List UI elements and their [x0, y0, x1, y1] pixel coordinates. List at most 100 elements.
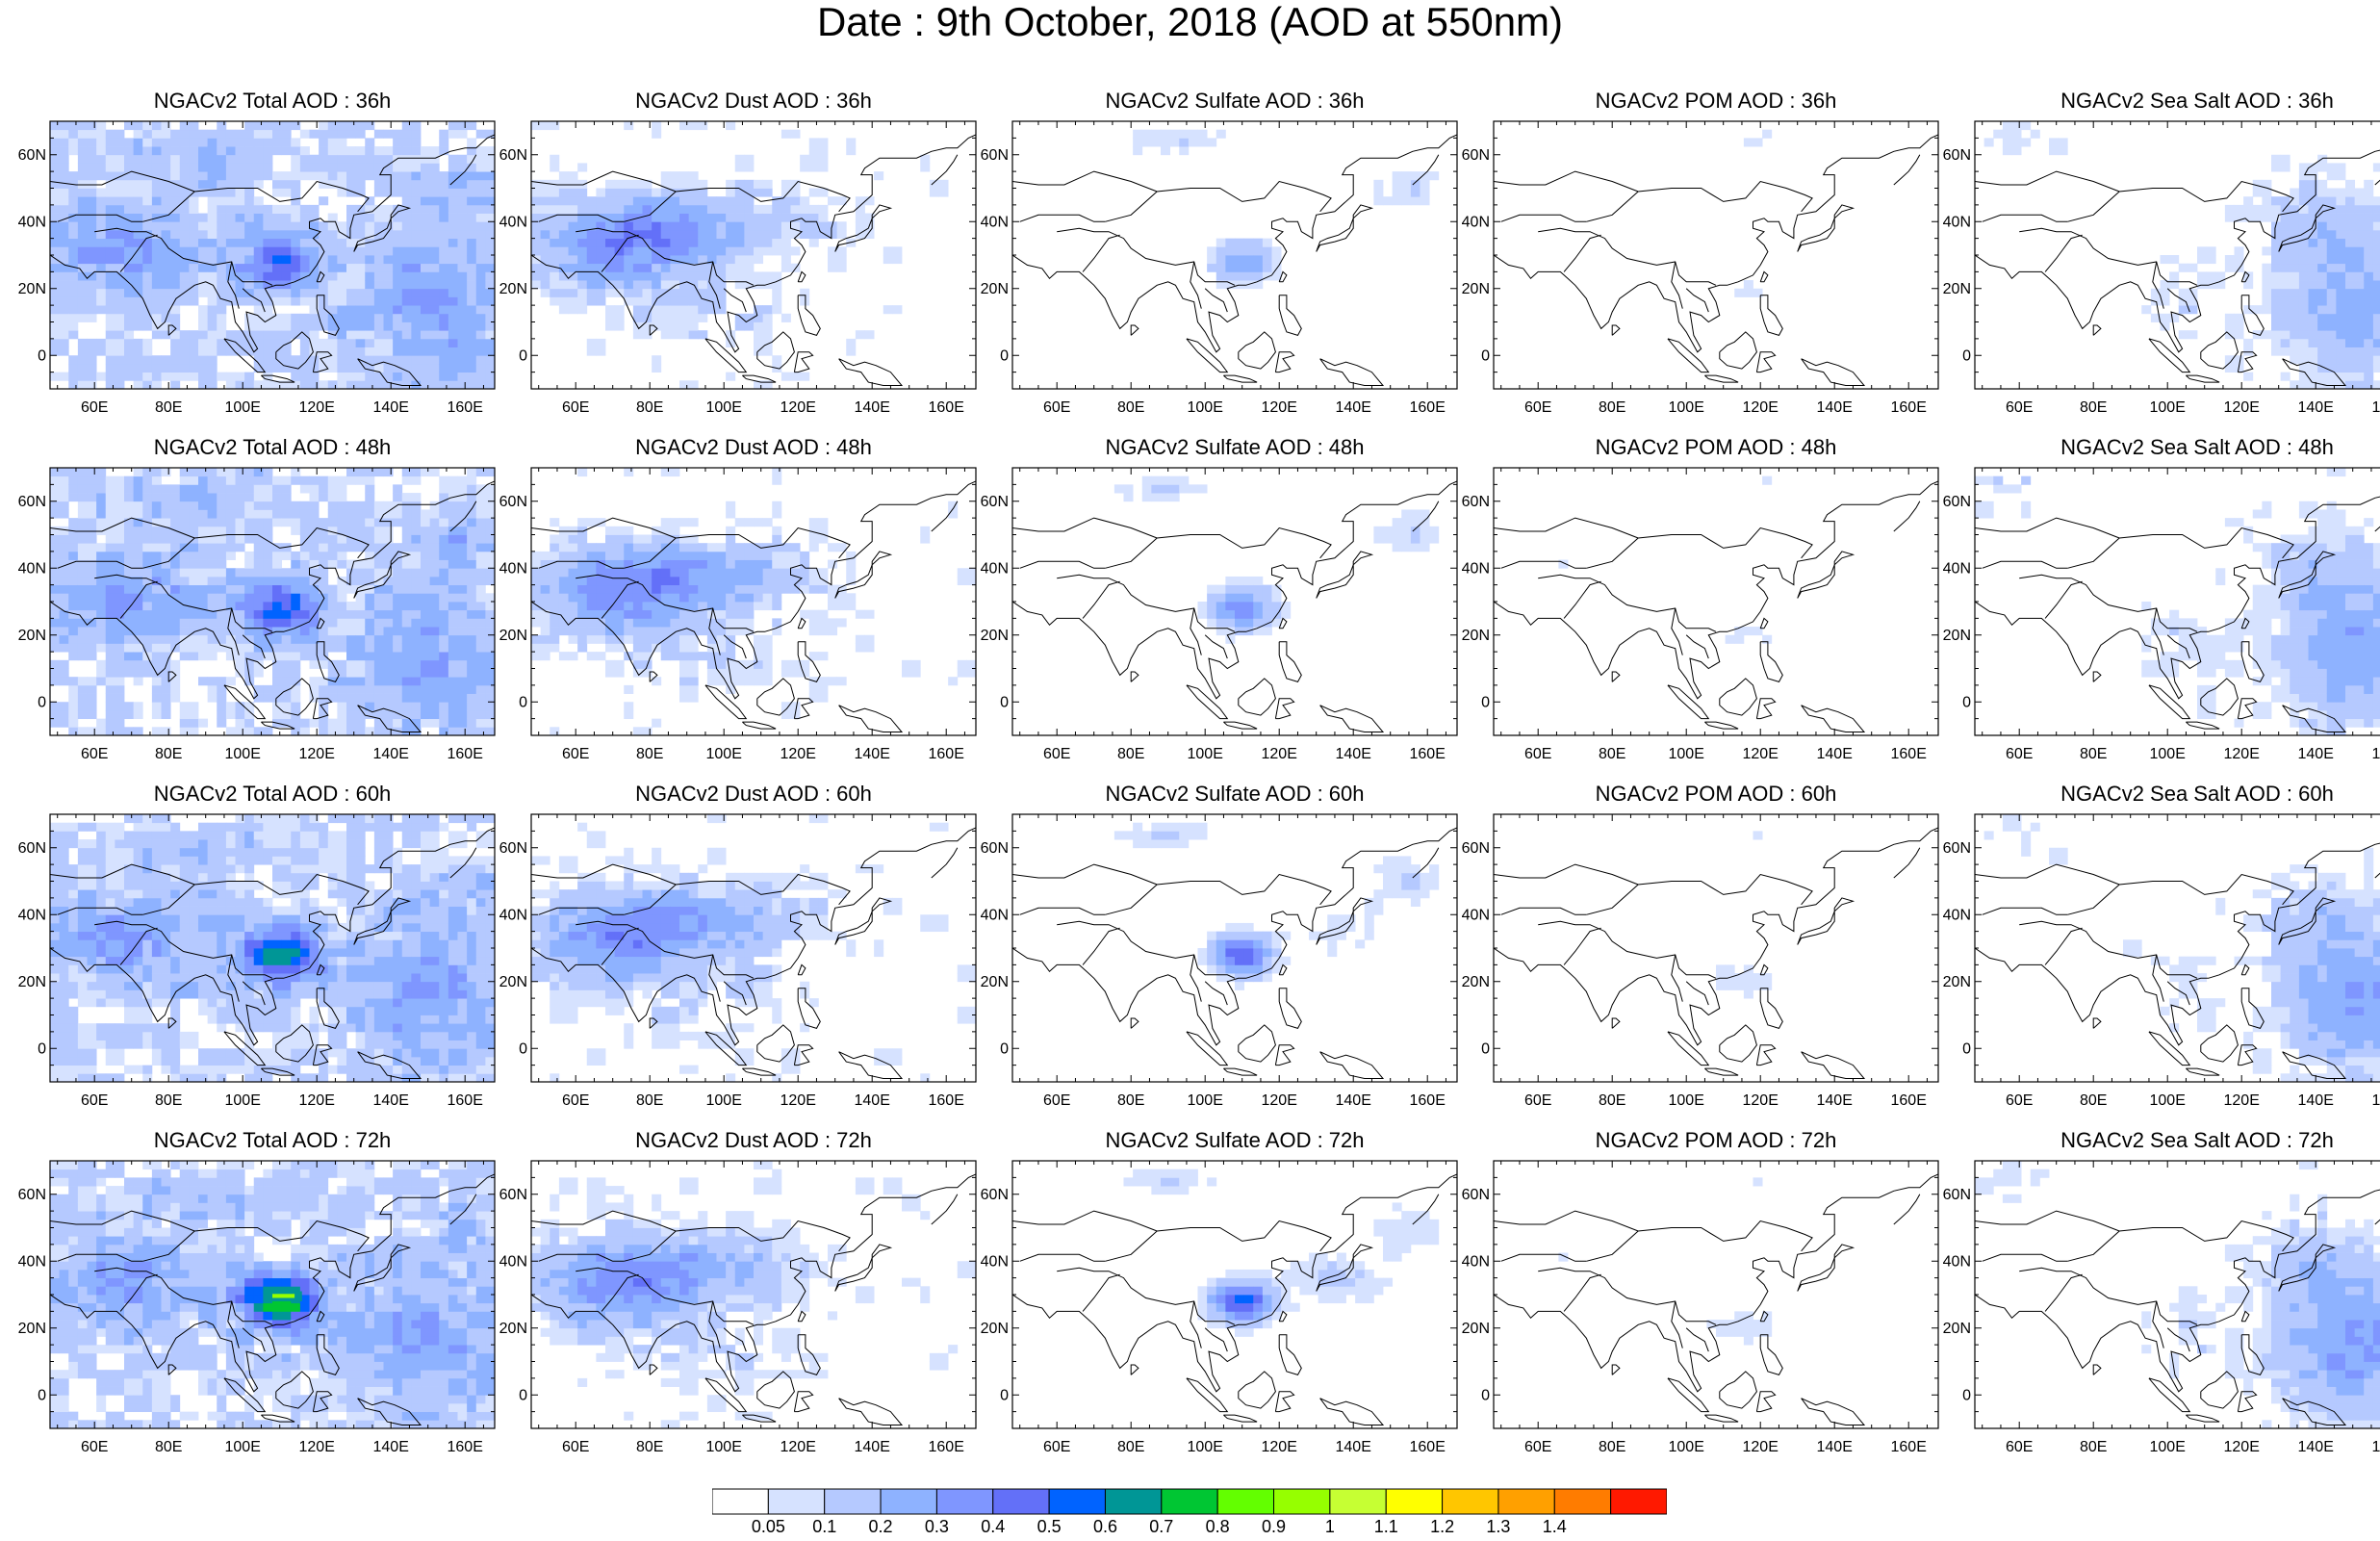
aod-cell [88, 694, 97, 703]
aod-cell [365, 518, 374, 527]
aod-cell [88, 685, 97, 694]
aod-cell [236, 468, 245, 476]
aod-cell [328, 627, 338, 635]
aod-cell [605, 535, 615, 544]
aod-cell [679, 264, 689, 272]
aod-cell [679, 171, 689, 180]
aod-cell [531, 610, 541, 619]
aod-cell [476, 535, 486, 544]
aod-cell [254, 468, 264, 476]
aod-cell [374, 314, 384, 322]
aod-cell [328, 289, 338, 297]
aod-cell [180, 130, 190, 139]
coastline [1317, 205, 1372, 252]
aod-cell [384, 305, 394, 314]
aod-cell [162, 627, 171, 635]
aod-cell [679, 610, 689, 619]
aod-cell [115, 264, 124, 272]
aod-cell [744, 610, 754, 619]
aod-cell [208, 577, 218, 585]
aod-cell [430, 322, 440, 331]
aod-cell [346, 585, 356, 594]
aod-cell [88, 130, 97, 139]
aod-cell [142, 339, 152, 347]
aod-cell [421, 643, 430, 652]
aod-cell [2299, 264, 2309, 272]
aod-cell [670, 214, 679, 222]
aod-cell [78, 205, 88, 214]
aod-cell [282, 239, 292, 247]
aod-cell [856, 221, 865, 230]
aod-cell [569, 255, 578, 264]
aod-cell [374, 339, 384, 347]
aod-cell [458, 702, 468, 710]
aod-cell [254, 146, 264, 155]
aod-cell [809, 239, 819, 247]
aod-cell [300, 155, 310, 164]
aod-cell [846, 347, 856, 356]
aod-cell [476, 484, 486, 493]
aod-cell [2355, 330, 2365, 339]
aod-cell [448, 585, 458, 594]
aod-cell [272, 214, 282, 222]
aod-cell [189, 138, 198, 146]
aod-cell [559, 602, 569, 610]
aod-cell [217, 643, 226, 652]
aod-cell [476, 543, 486, 552]
aod-cell [337, 130, 346, 139]
aod-cell [615, 669, 625, 678]
aod-cell [393, 163, 402, 171]
aod-cell [244, 121, 254, 130]
aod-cell [1253, 264, 1263, 272]
aod-cell [569, 610, 578, 619]
coastline [1720, 332, 1757, 369]
aod-cell [735, 602, 745, 610]
coastline [1894, 155, 1920, 185]
aod-cell [208, 552, 218, 560]
aod-cell [421, 155, 430, 164]
aod-cell [88, 155, 97, 164]
aod-cell [577, 255, 587, 264]
aod-cell [2243, 339, 2253, 347]
aod-cell [282, 509, 292, 518]
aod-cell [78, 593, 88, 602]
aod-cell [421, 146, 430, 155]
aod-cell [421, 593, 430, 602]
aod-cell [50, 660, 60, 669]
aod-cell [485, 364, 495, 372]
aod-cell [411, 610, 421, 619]
aod-cell [652, 543, 661, 552]
aod-cell [754, 577, 763, 585]
aod-cell [356, 468, 366, 476]
aod-cell [236, 138, 245, 146]
aod-cell [60, 543, 69, 552]
aod-cell [328, 610, 338, 619]
aod-cell [402, 289, 412, 297]
aod-cell [2271, 330, 2281, 339]
aod-cell [134, 121, 143, 130]
aod-cell [531, 239, 541, 247]
aod-cell [88, 189, 97, 197]
aod-cell [50, 527, 60, 535]
aod-cell [78, 535, 88, 544]
aod-cell [356, 246, 366, 255]
aod-cell [411, 289, 421, 297]
aod-cell [448, 476, 458, 485]
aod-cell [541, 280, 550, 289]
aod-cell [541, 205, 550, 214]
aod-cell [541, 230, 550, 239]
aod-cell [735, 543, 745, 552]
aod-cell [365, 493, 374, 501]
aod-cell [421, 694, 430, 703]
aod-cell [485, 380, 495, 389]
aod-cell [800, 155, 809, 164]
aod-cell [272, 560, 282, 569]
aod-cell [837, 221, 847, 230]
aod-cell [365, 289, 374, 297]
aod-cell [384, 552, 394, 560]
aod-cell [180, 330, 190, 339]
aod-cell [346, 610, 356, 619]
aod-cell [596, 271, 605, 280]
aod-cell [208, 322, 218, 331]
